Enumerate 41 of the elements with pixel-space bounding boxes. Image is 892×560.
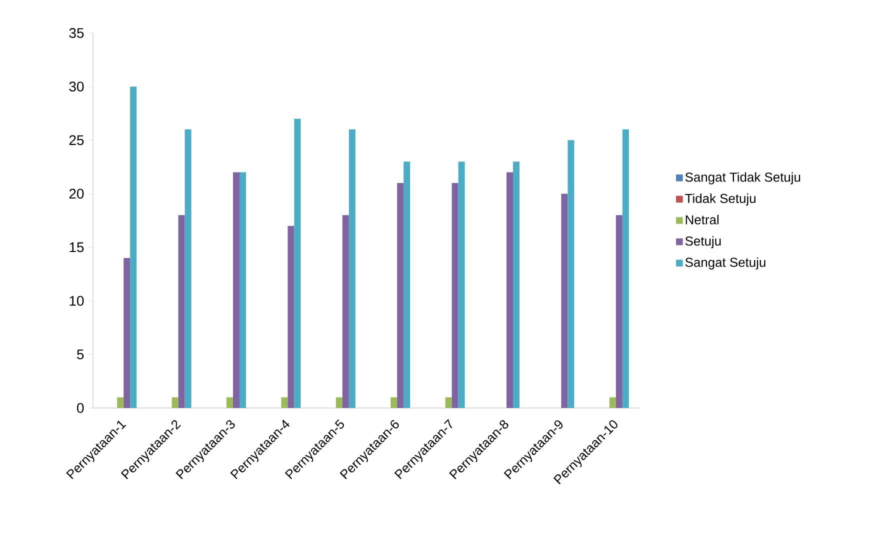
bar: [616, 215, 622, 408]
bar: [117, 397, 124, 408]
bar: [513, 162, 520, 408]
y-tick-label: 35: [69, 28, 84, 38]
bar: [404, 162, 410, 408]
y-tick-label: 0: [77, 403, 84, 413]
bar: [506, 172, 514, 408]
y-tick-label: 20: [69, 188, 84, 199]
bar: [294, 118, 301, 408]
bar: [390, 397, 398, 408]
bar: [178, 215, 185, 408]
y-tick-label: 30: [69, 82, 84, 92]
bar: [288, 226, 294, 408]
legend-label: Sangat Setuju: [685, 257, 766, 270]
bar: [342, 215, 349, 408]
y-tick-label: 25: [69, 135, 84, 146]
y-tick-label: 15: [70, 242, 84, 252]
bar: [130, 86, 137, 408]
bar: [458, 162, 465, 408]
bar: [445, 397, 452, 408]
legend-label: Netral: [686, 214, 718, 224]
bar: [124, 258, 130, 408]
bar: [452, 182, 458, 408]
y-tick-label: 5: [77, 350, 84, 360]
bar: [226, 397, 234, 408]
bar: [172, 397, 178, 408]
bar: [281, 397, 288, 408]
bar: [561, 194, 568, 408]
bar: [568, 140, 574, 408]
y-tick-label: 10: [70, 296, 84, 306]
legend-label: Sangat Tidak Setuju: [685, 172, 800, 184]
bar: [184, 129, 192, 408]
legend-label: Tidak Setuju: [685, 194, 756, 206]
legend-label: Setuju: [685, 236, 721, 248]
bar: [233, 172, 240, 408]
bar: [336, 397, 342, 408]
bar: [397, 182, 404, 408]
bar: [240, 172, 246, 408]
bar: [622, 129, 629, 408]
bar: [609, 397, 616, 408]
bar: [348, 129, 356, 408]
